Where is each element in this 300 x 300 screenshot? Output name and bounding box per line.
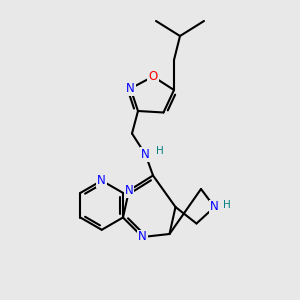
Text: N: N [126,82,135,95]
Text: N: N [97,174,106,187]
Text: N: N [210,200,219,214]
Text: H: H [224,200,231,211]
Text: O: O [148,70,158,83]
Text: N: N [124,184,134,197]
Text: H: H [156,146,164,156]
Text: N: N [141,148,150,161]
Text: N: N [138,230,147,244]
